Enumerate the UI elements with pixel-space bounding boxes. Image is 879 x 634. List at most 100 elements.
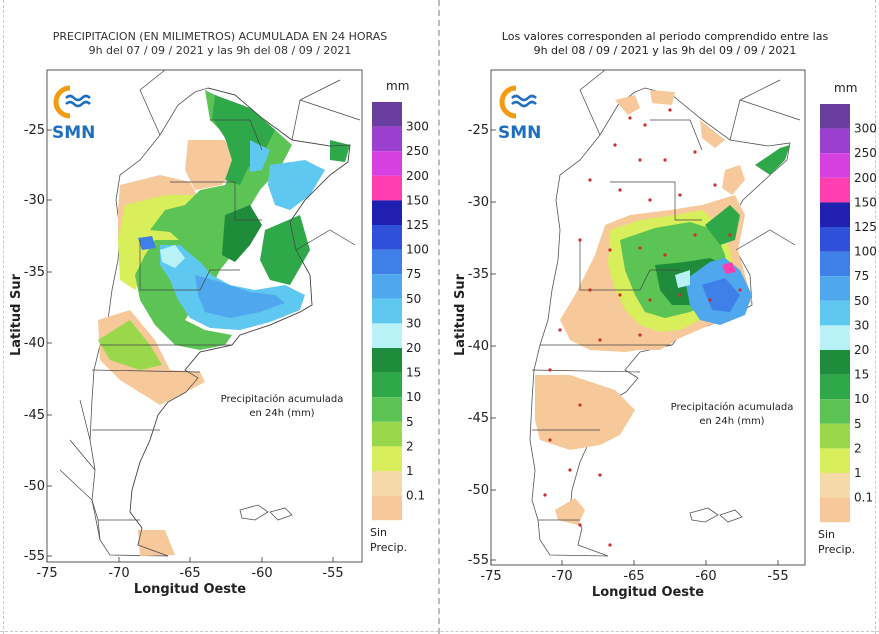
legend-swatch [372, 397, 402, 422]
left-islands [239, 504, 293, 521]
right-ytick-2: -35 [468, 267, 489, 282]
right-precip-map: -25 -30 -35 -40 -45 -50 -55 -75 -70 -65 … [453, 69, 877, 600]
legend-level-label: 20 [854, 343, 869, 357]
legend-level-label: 15 [854, 368, 869, 382]
left-xtick-1: -70 [108, 566, 129, 581]
legend-level-label: 15 [406, 366, 421, 380]
legend-level-label: 200 [406, 169, 429, 183]
legend-no-precip-line1: Sin [370, 526, 387, 539]
legend-swatch [372, 471, 402, 496]
legend-swatch [820, 350, 850, 375]
panel-divider [438, 0, 440, 634]
legend-level-label: 30 [406, 316, 421, 330]
left-legend: mm 300 250 200 150 125 100 75 50 30 20 15 10 5 2 1 0.1 Si… [370, 79, 429, 554]
right-smn-logo-text: SMN [498, 123, 541, 143]
legend-swatch [372, 175, 402, 201]
legend-level-label: 5 [406, 415, 414, 429]
right-xtick-0: -75 [480, 569, 501, 584]
legend-level-label: 1 [406, 464, 414, 478]
right-ytick-3: -40 [468, 339, 489, 354]
legend-swatch [820, 251, 850, 277]
legend-level-label: 250 [406, 144, 429, 158]
smn-logo-arc-icon [499, 85, 517, 119]
legend-unit: mm [834, 81, 857, 95]
legend-no-precip-line2: Precip. [818, 543, 855, 556]
legend-swatch [820, 177, 850, 203]
legend-no-precip-line1: Sin [818, 528, 835, 541]
legend-no-precip-line2: Precip. [370, 541, 407, 554]
left-borders [59, 69, 361, 557]
left-map-title: PRECIPITACION (EN MILIMETROS) ACUMULADA … [40, 30, 400, 58]
legend-level-label: 250 [854, 146, 877, 160]
right-ytick-0: -25 [468, 123, 489, 138]
right-ytick-5: -50 [468, 483, 489, 498]
left-x-axis-label: Longitud Oeste [134, 582, 246, 597]
legend-swatch [372, 421, 402, 447]
legend-swatch [820, 276, 850, 301]
right-axis-ticks [490, 129, 779, 565]
legend-level-label: 150 [854, 195, 877, 209]
legend-unit: mm [386, 79, 409, 93]
legend-swatch [820, 325, 850, 350]
legend-level-label: 125 [406, 218, 429, 232]
left-ytick-5: -50 [24, 479, 45, 494]
legend-level-label: 5 [854, 417, 862, 431]
right-xtick-3: -60 [695, 569, 716, 584]
legend-swatch [820, 202, 850, 227]
legend-level-label: 100 [854, 245, 877, 259]
legend-level-label: 1 [854, 466, 862, 480]
legend-swatch [372, 298, 402, 324]
right-precip-fill [529, 87, 791, 557]
legend-level-label: 2 [406, 439, 414, 453]
right-annotation-line1: Precipitación acumulada [671, 401, 794, 413]
left-xtick-4: -55 [322, 566, 343, 581]
legend-swatch [372, 446, 402, 471]
legend-level-label: 2 [854, 441, 862, 455]
right-map-title: Los valores corresponden al periodo comp… [480, 30, 850, 58]
left-axis-ticks [46, 129, 334, 562]
left-ytick-0: -25 [24, 123, 45, 138]
legend-level-label: 75 [406, 267, 421, 281]
left-y-axis-label: Latitud Sur [9, 273, 24, 356]
legend-swatch [372, 151, 402, 176]
legend-swatch [820, 448, 850, 473]
left-ytick-3: -40 [24, 336, 45, 351]
right-ytick-6: -55 [468, 553, 489, 568]
legend-swatch [820, 153, 850, 178]
frame-left-edge [3, 0, 4, 634]
right-map-panel: Los valores corresponden al periodo comp… [440, 0, 879, 634]
left-ytick-6: -55 [24, 549, 45, 564]
left-precip-map: -25 -30 -35 -40 -45 -50 -55 -75 -70 -65 … [9, 69, 429, 597]
left-title-line2: 9h del 07 / 09 / 2021 y las 9h del 08 / … [88, 44, 352, 57]
legend-swatch [372, 323, 402, 348]
legend-level-label: 0.1 [406, 489, 425, 503]
legend-swatch [820, 374, 850, 400]
right-x-axis-label: Longitud Oeste [592, 585, 704, 600]
legend-swatch [820, 300, 850, 326]
right-smn-logo: SMN [498, 85, 541, 143]
left-xtick-3: -60 [251, 566, 272, 581]
legend-swatch [372, 126, 402, 152]
legend-level-label: 300 [406, 120, 429, 134]
left-ytick-2: -35 [24, 265, 45, 280]
left-annotation-line1: Precipitación acumulada [221, 393, 344, 405]
left-smn-logo-text: SMN [52, 123, 95, 143]
legend-level-label: 10 [854, 392, 869, 406]
legend-swatch [372, 200, 402, 225]
left-annotation-line2: en 24h (mm) [249, 408, 314, 419]
right-title-line2: 9h del 08 / 09 / 2021 y las 9h del 09 / … [533, 44, 797, 57]
right-annotation-line2: en 24h (mm) [699, 416, 764, 427]
right-annotation: Precipitación acumulada en 24h (mm) [671, 401, 794, 427]
right-ytick-labels: -25 -30 -35 -40 -45 -50 -55 [468, 123, 489, 568]
legend-swatch [820, 128, 850, 154]
right-station-dots [543, 108, 742, 547]
smn-logo-arc-icon [53, 85, 71, 119]
legend-level-label: 30 [854, 318, 869, 332]
legend-swatch [372, 372, 402, 398]
legend-level-label: 20 [406, 341, 421, 355]
legend-swatch [372, 102, 402, 127]
right-borders [531, 69, 801, 521]
left-xtick-labels: -75 -70 -65 -60 -55 [36, 566, 343, 581]
left-ytick-labels: -25 -30 -35 -40 -45 -50 -55 [24, 123, 45, 564]
left-xtick-2: -65 [179, 566, 200, 581]
